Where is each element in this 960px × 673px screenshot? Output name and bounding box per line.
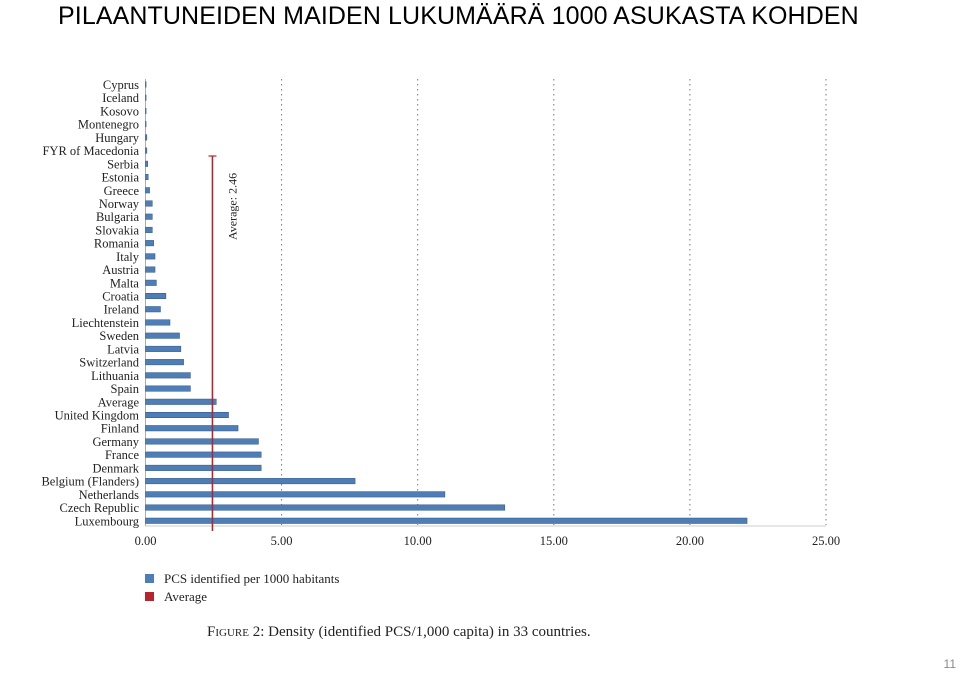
bar-0 xyxy=(145,81,147,88)
category-label-31: Netherlands xyxy=(79,488,140,502)
bar-4 xyxy=(145,134,148,141)
category-label-9: Norway xyxy=(99,197,140,211)
bar-29 xyxy=(145,464,262,471)
bar-25 xyxy=(145,412,229,418)
bar-22 xyxy=(145,372,191,379)
bar-9 xyxy=(145,200,153,207)
category-label-16: Croatia xyxy=(102,290,139,304)
category-label-1: Iceland xyxy=(102,91,140,105)
bar-20 xyxy=(145,345,182,352)
category-label-15: Malta xyxy=(110,276,140,290)
category-label-2: Kosovo xyxy=(100,104,139,118)
bar-14 xyxy=(145,266,156,273)
category-label-6: Serbia xyxy=(107,157,139,171)
bar-5 xyxy=(145,147,148,154)
category-label-14: Austria xyxy=(102,263,139,277)
category-label-30: Belgium (Flanders) xyxy=(41,475,139,489)
bar-3 xyxy=(145,121,147,128)
x-tick-label-1: 5.00 xyxy=(271,534,293,548)
category-label-21: Switzerland xyxy=(79,356,139,370)
bar-31 xyxy=(145,491,446,498)
category-label-0: Cyprus xyxy=(103,78,139,92)
category-label-4: Hungary xyxy=(95,131,139,145)
average-marker: Average: 2.46 xyxy=(208,155,239,531)
bar-27 xyxy=(145,438,259,445)
category-label-8: Greece xyxy=(104,184,140,198)
category-label-20: Latvia xyxy=(107,342,139,356)
legend-swatch-average xyxy=(145,592,154,601)
legend-swatch-pcs xyxy=(145,574,154,583)
category-label-11: Slovakia xyxy=(95,223,139,237)
bar-33 xyxy=(145,517,748,524)
bar-26 xyxy=(145,425,239,432)
bar-1 xyxy=(145,94,147,101)
bar-28 xyxy=(145,451,262,458)
category-label-22: Lithuania xyxy=(91,369,139,383)
bar-10 xyxy=(145,213,153,220)
bar-24 xyxy=(145,398,217,405)
x-tick-label-3: 15.00 xyxy=(540,534,568,548)
figure-caption-lead: Figure 2: xyxy=(207,624,264,640)
bar-6 xyxy=(145,160,148,167)
category-label-17: Ireland xyxy=(104,303,140,317)
slide-title: PILAANTUNEIDEN MAIDEN LUKUMÄÄRÄ 1000 ASU… xyxy=(58,2,859,30)
category-label-24: Average xyxy=(98,395,140,409)
bar-32 xyxy=(145,504,506,511)
category-label-29: Denmark xyxy=(92,461,139,475)
category-label-18: Liechtenstein xyxy=(72,316,140,330)
bar-16 xyxy=(145,293,167,300)
category-label-32: Czech Republic xyxy=(60,501,140,515)
legend: PCS identified per 1000 habitants Averag… xyxy=(145,571,339,604)
category-label-13: Italy xyxy=(116,250,140,264)
bar-12 xyxy=(145,240,154,247)
category-label-7: Estonia xyxy=(102,171,140,185)
x-tick-label-2: 10.00 xyxy=(404,534,432,548)
category-label-27: Germany xyxy=(92,435,139,449)
bars xyxy=(145,81,748,524)
bar-11 xyxy=(145,226,153,233)
bar-18 xyxy=(145,319,171,326)
category-label-28: France xyxy=(105,448,139,462)
bar-13 xyxy=(145,253,156,260)
x-tick-label-5: 25.00 xyxy=(812,534,840,548)
bar-2 xyxy=(145,107,147,114)
category-label-5: FYR of Macedonia xyxy=(42,144,139,158)
x-tick-label-0: 0.00 xyxy=(135,534,157,548)
bar-15 xyxy=(145,279,157,286)
category-label-26: Finland xyxy=(101,422,140,436)
category-label-3: Montenegro xyxy=(78,118,139,132)
category-labels: CyprusIcelandKosovoMontenegroHungaryFYR … xyxy=(41,78,139,528)
bar-17 xyxy=(145,306,161,313)
figure-caption: Figure 2: Density (identified PCS/1,000 … xyxy=(207,624,591,640)
category-label-25: United Kingdom xyxy=(55,409,140,423)
average-annotation: Average: 2.46 xyxy=(225,173,239,240)
category-label-12: Romania xyxy=(94,237,140,251)
category-label-23: Spain xyxy=(111,382,140,396)
category-label-19: Sweden xyxy=(99,329,139,343)
figure-caption-text: Density (identified PCS/1,000 capita) in… xyxy=(264,624,590,640)
category-label-33: Luxembourg xyxy=(75,514,140,528)
bar-19 xyxy=(145,332,180,339)
legend-label-pcs: PCS identified per 1000 habitants xyxy=(164,571,339,586)
bar-30 xyxy=(145,478,356,485)
page-number: 11 xyxy=(943,657,956,671)
bar-23 xyxy=(145,385,191,392)
legend-label-average: Average xyxy=(164,589,207,604)
x-tick-label-4: 20.00 xyxy=(676,534,704,548)
bar-8 xyxy=(145,187,150,194)
bar-21 xyxy=(145,359,184,366)
x-axis-ticks: 0.00 5.00 10.00 15.00 20.00 25.00 xyxy=(135,534,841,548)
category-label-10: Bulgaria xyxy=(96,210,139,224)
bar-7 xyxy=(145,174,149,181)
grid-lines xyxy=(145,79,827,527)
